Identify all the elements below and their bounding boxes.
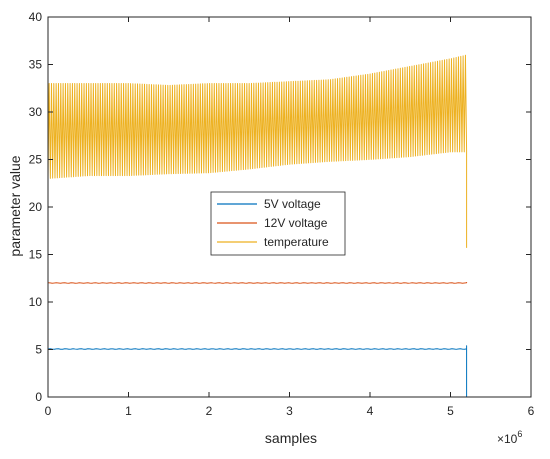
x-multiplier-base: ×10 [497,432,518,446]
x-tick-label: 6 [528,404,535,418]
x-tick-label: 5 [447,404,454,418]
legend: 5V voltage 12V voltage temperature [210,191,346,256]
y-tick-label: 35 [29,58,43,72]
plot-layer [47,54,468,397]
x-tick-label: 0 [45,404,52,418]
x-multiplier: ×106 [497,429,522,446]
axes-layer: 0 1 2 3 4 5 6 0 5 10 15 20 25 30 35 40 [29,10,535,418]
x-multiplier-label: ×106 [497,429,522,446]
series-line-temperature [47,54,468,248]
legend-entry-label: 5V voltage [264,197,321,211]
legend-entry-label: 12V voltage [264,216,328,230]
y-axis-label: parameter value [7,155,23,256]
series-line-5v-voltage [47,345,468,397]
y-tick-label: 40 [29,10,43,24]
x-axis-label: samples [265,430,317,446]
y-tick-label: 0 [35,390,42,404]
x-tick-label: 4 [367,404,374,418]
y-tick-label: 5 [35,343,42,357]
x-tick-label: 1 [125,404,132,418]
y-tick-label: 30 [29,105,43,119]
x-tick-label: 3 [286,404,293,418]
y-tick-label: 20 [29,200,43,214]
legend-entry-label: temperature [264,235,329,249]
series-line-12v-voltage [47,282,468,284]
y-tick-label: 15 [29,248,43,262]
x-tick-label: 2 [206,404,213,418]
y-tick-label: 10 [29,295,43,309]
x-multiplier-exp: 6 [517,429,522,439]
y-tick-label: 25 [29,153,43,167]
